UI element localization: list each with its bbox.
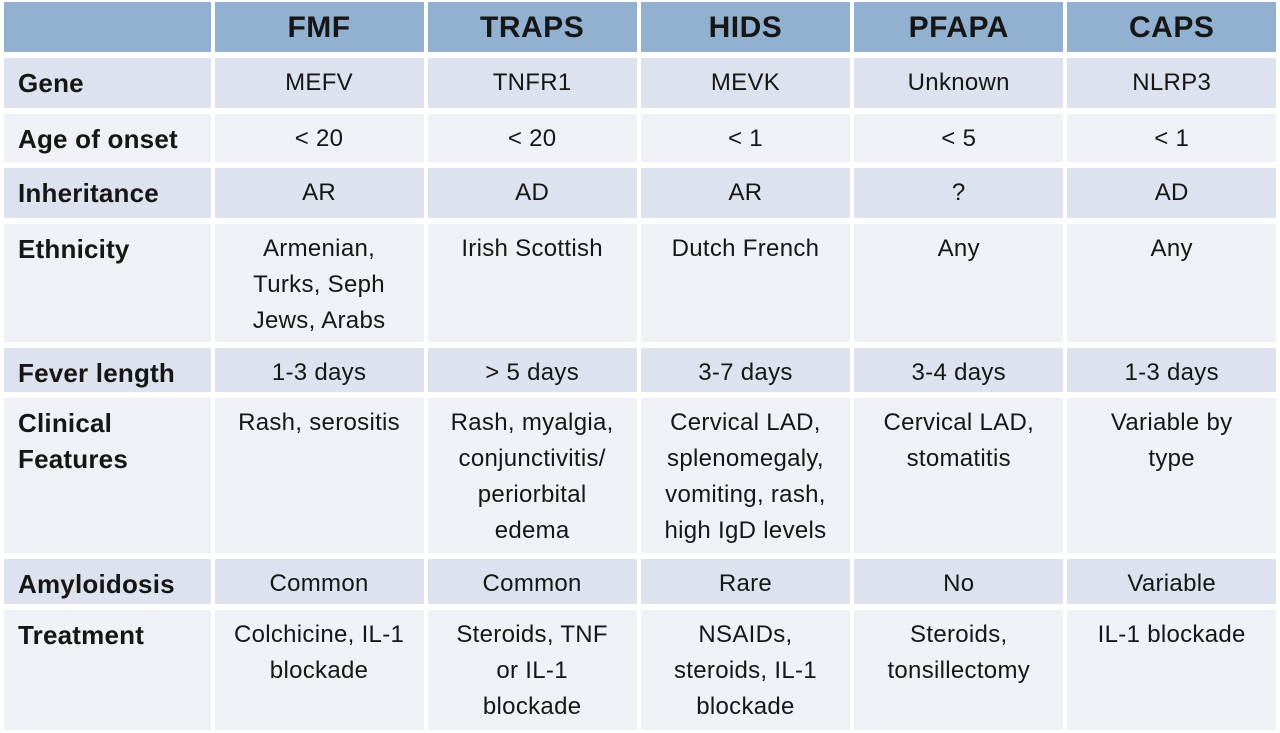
cell-fever-hids: 3-7 days — [640, 348, 851, 392]
cell-age-hids: < 1 — [640, 114, 851, 162]
cell-amyloidosis-caps: Variable — [1067, 559, 1276, 604]
cell-inheritance-fmf: AR — [214, 168, 424, 218]
cell-ethnicity-caps: Any — [1067, 224, 1276, 342]
table-row-ethnicity: Ethnicity Armenian, Turks, Seph Jews, Ar… — [4, 224, 1276, 342]
cell-inheritance-hids: AR — [640, 168, 851, 218]
table-row-gene: Gene MEFV TNFR1 MEVK Unknown NLRP3 — [4, 58, 1276, 108]
cell-clinical-caps: Variable by type — [1067, 398, 1276, 553]
table-row-fever-length: Fever length 1-3 days > 5 days 3-7 days … — [4, 348, 1276, 392]
cell-inheritance-caps: AD — [1067, 168, 1276, 218]
row-label-clinical-features: Clinical Features — [4, 398, 211, 553]
cell-ethnicity-fmf: Armenian, Turks, Seph Jews, Arabs — [214, 224, 424, 342]
cell-age-pfapa: < 5 — [854, 114, 1064, 162]
cell-fever-traps: > 5 days — [427, 348, 637, 392]
cell-gene-hids: MEVK — [640, 58, 851, 108]
cell-amyloidosis-traps: Common — [427, 559, 637, 604]
cell-gene-traps: TNFR1 — [427, 58, 637, 108]
cell-clinical-fmf: Rash, serositis — [214, 398, 424, 553]
table-header-row: FMF TRAPS HIDS PFAPA CAPS — [4, 2, 1276, 52]
cell-clinical-pfapa: Cervical LAD, stomatitis — [854, 398, 1064, 553]
column-header-hids: HIDS — [640, 2, 851, 52]
cell-treatment-pfapa: Steroids, tonsillectomy — [854, 610, 1064, 730]
cell-amyloidosis-fmf: Common — [214, 559, 424, 604]
cell-gene-caps: NLRP3 — [1067, 58, 1276, 108]
cell-treatment-traps: Steroids, TNF or IL-1 blockade — [427, 610, 637, 730]
column-header-traps: TRAPS — [427, 2, 637, 52]
cell-clinical-traps: Rash, myalgia, conjunctivitis/ periorbit… — [427, 398, 637, 553]
table-row-inheritance: Inheritance AR AD AR ? AD — [4, 168, 1276, 218]
cell-amyloidosis-hids: Rare — [640, 559, 851, 604]
cell-treatment-fmf: Colchicine, IL-1 blockade — [214, 610, 424, 730]
cell-gene-pfapa: Unknown — [854, 58, 1064, 108]
cell-gene-fmf: MEFV — [214, 58, 424, 108]
row-label-ethnicity: Ethnicity — [4, 224, 211, 342]
cell-amyloidosis-pfapa: No — [854, 559, 1064, 604]
row-label-age-of-onset: Age of onset — [4, 114, 211, 162]
table-row-amyloidosis: Amyloidosis Common Common Rare No Variab… — [4, 559, 1276, 604]
table-row-clinical-features: Clinical Features Rash, serositis Rash, … — [4, 398, 1276, 553]
table-row-age-of-onset: Age of onset < 20 < 20 < 1 < 5 < 1 — [4, 114, 1276, 162]
cell-fever-caps: 1-3 days — [1067, 348, 1276, 392]
cell-treatment-caps: IL-1 blockade — [1067, 610, 1276, 730]
cell-ethnicity-traps: Irish Scottish — [427, 224, 637, 342]
cell-fever-pfapa: 3-4 days — [854, 348, 1064, 392]
column-header-caps: CAPS — [1067, 2, 1276, 52]
row-label-gene: Gene — [4, 58, 211, 108]
cell-age-traps: < 20 — [427, 114, 637, 162]
row-label-treatment: Treatment — [4, 610, 211, 730]
row-label-amyloidosis: Amyloidosis — [4, 559, 211, 604]
cell-ethnicity-hids: Dutch French — [640, 224, 851, 342]
cell-treatment-hids: NSAIDs, steroids, IL-1 blockade — [640, 610, 851, 730]
column-header-fmf: FMF — [214, 2, 424, 52]
column-header-pfapa: PFAPA — [854, 2, 1064, 52]
cell-age-fmf: < 20 — [214, 114, 424, 162]
cell-clinical-hids: Cervical LAD, splenomegaly, vomiting, ra… — [640, 398, 851, 553]
table-row-treatment: Treatment Colchicine, IL-1 blockade Ster… — [4, 610, 1276, 730]
row-label-inheritance: Inheritance — [4, 168, 211, 218]
cell-inheritance-pfapa: ? — [854, 168, 1064, 218]
row-label-fever-length: Fever length — [4, 348, 211, 392]
cell-fever-fmf: 1-3 days — [214, 348, 424, 392]
cell-inheritance-traps: AD — [427, 168, 637, 218]
cell-age-caps: < 1 — [1067, 114, 1276, 162]
column-header-blank — [4, 2, 211, 52]
cell-ethnicity-pfapa: Any — [854, 224, 1064, 342]
